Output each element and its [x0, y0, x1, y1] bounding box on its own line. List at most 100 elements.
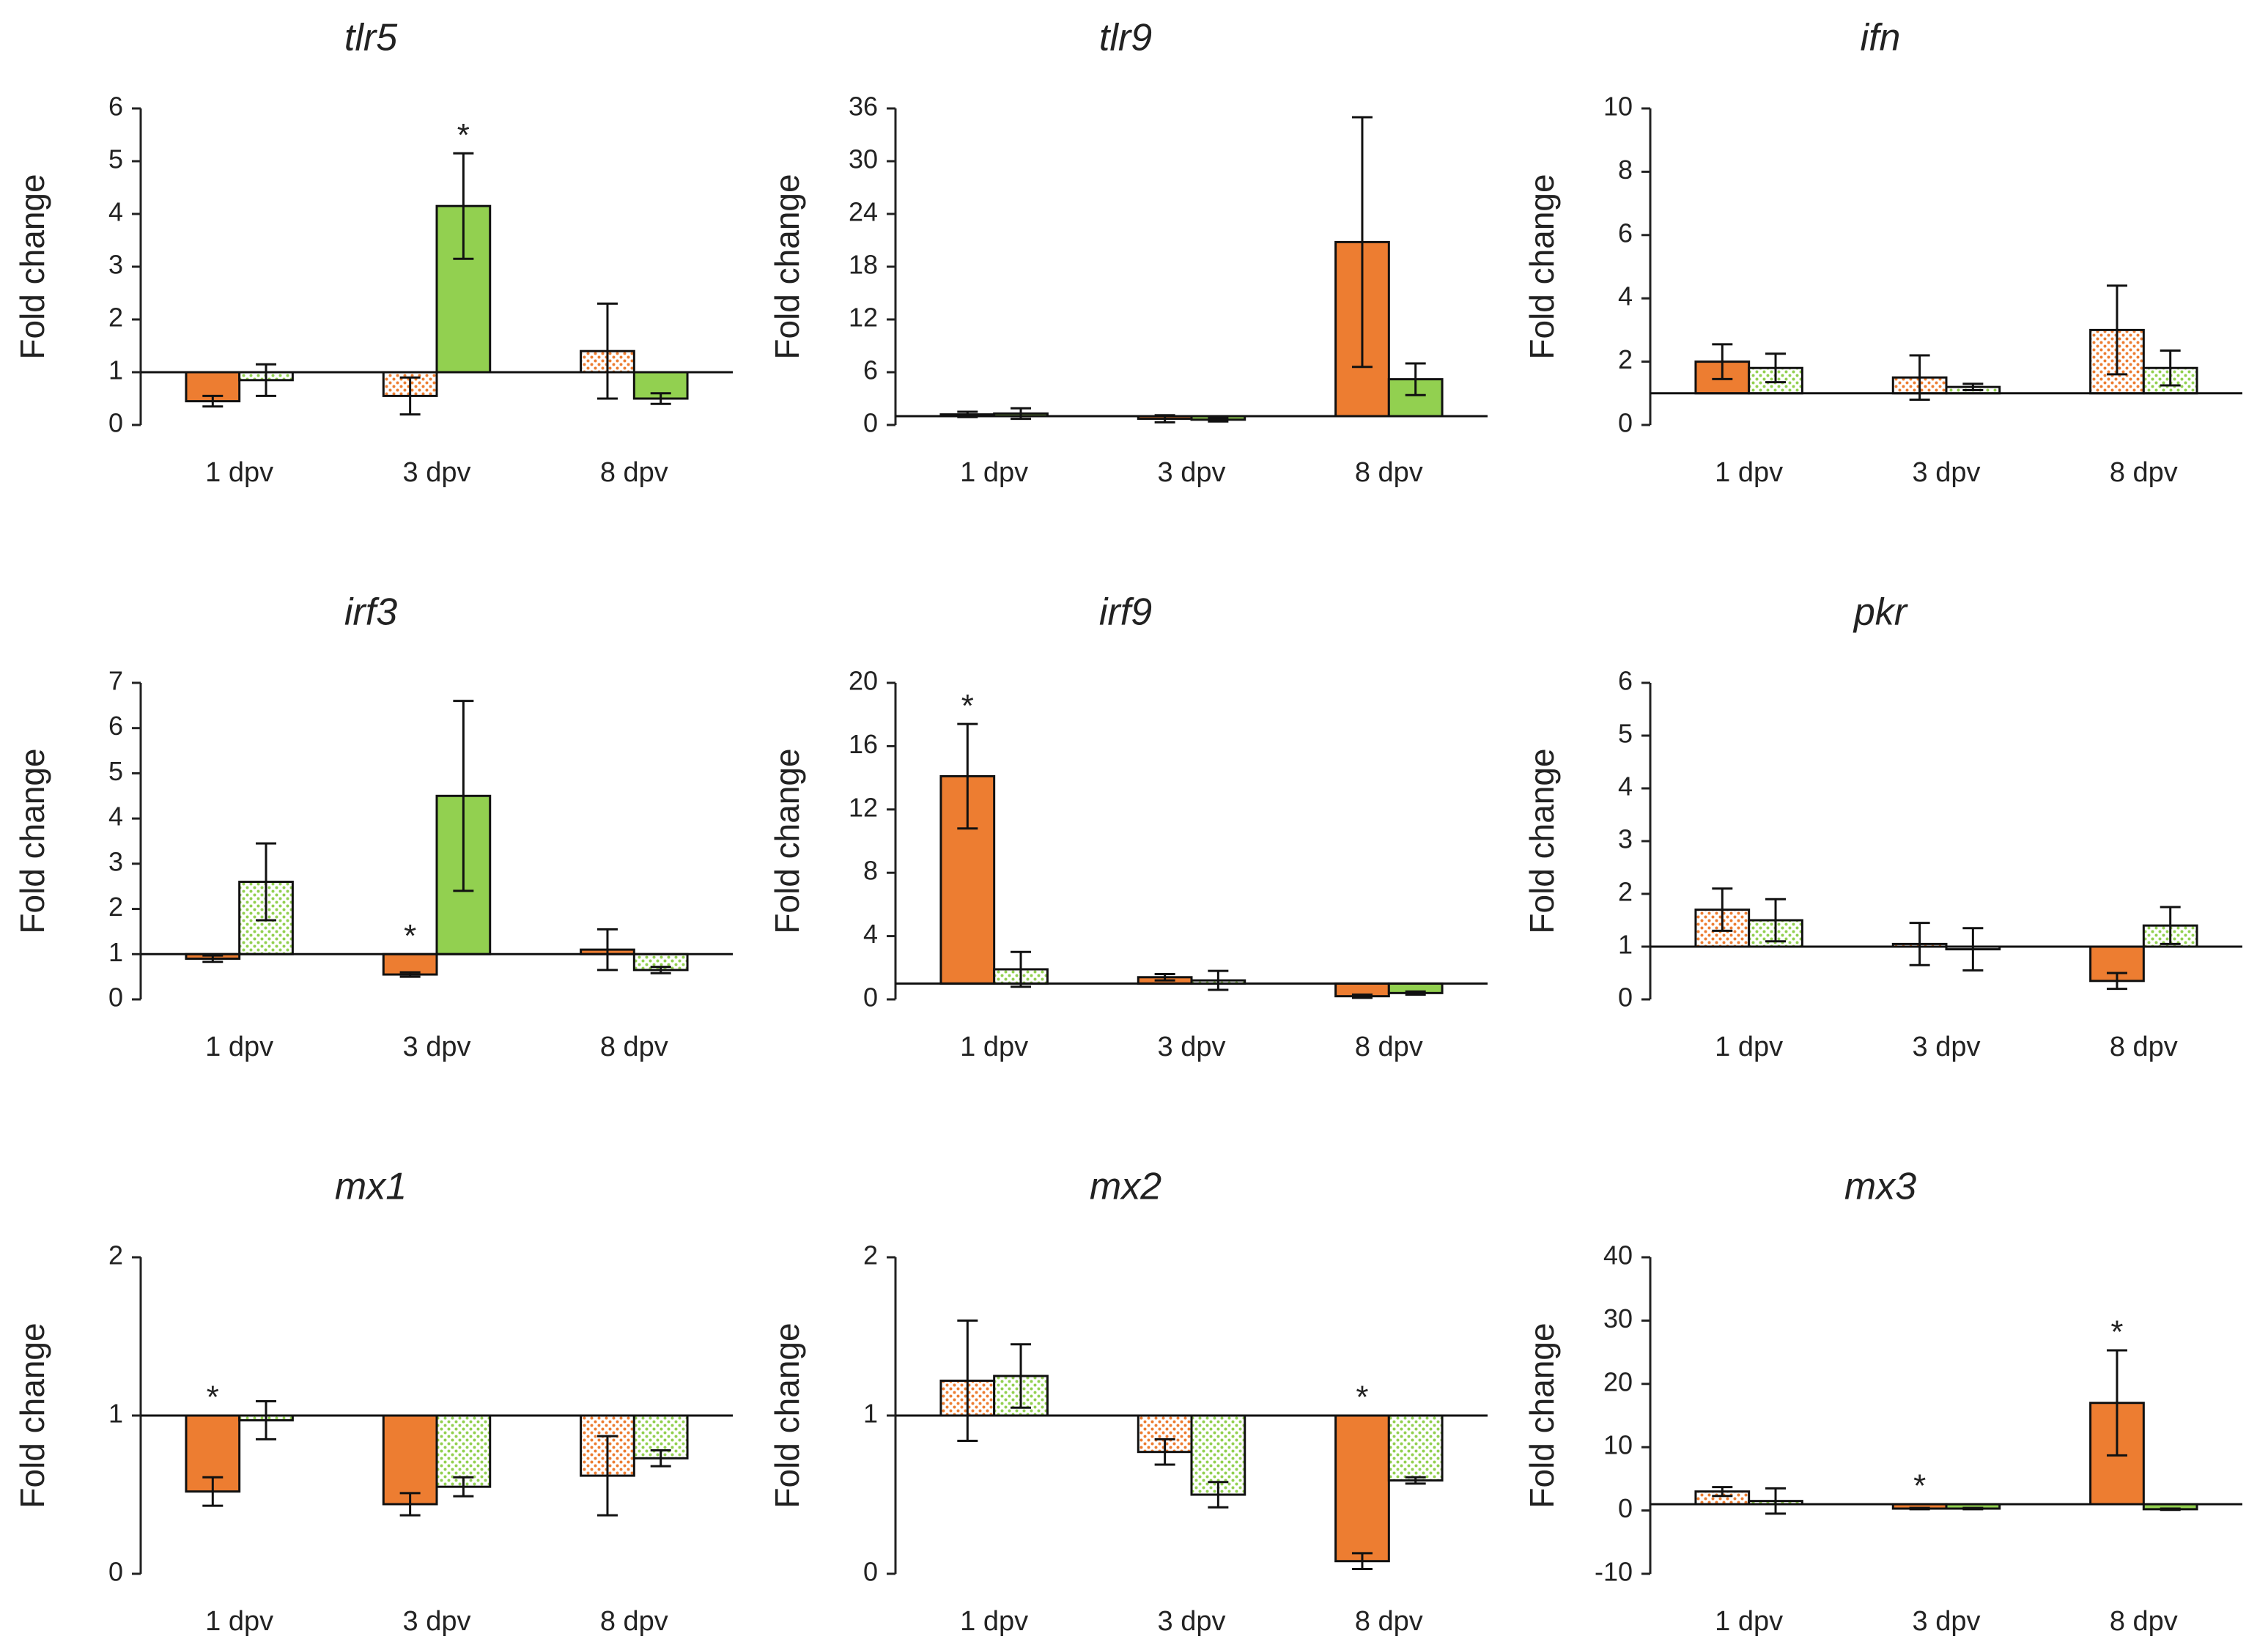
y-tick-label: 4 [1618, 772, 1633, 802]
bar [1334, 1414, 1390, 1563]
y-axis-label: Fold change [1523, 748, 1561, 933]
error-bar [1765, 1487, 1787, 1515]
significance-mark: * [404, 918, 416, 954]
y-tick-label: 3 [1618, 824, 1633, 854]
error-bar [256, 1400, 277, 1440]
y-tick-label: 4 [108, 802, 123, 832]
error-bar [596, 928, 618, 972]
y-tick-label: 3 [108, 250, 123, 280]
chart-title: mx2 [1090, 1166, 1161, 1208]
x-tick-label: 1 dpv [960, 457, 1028, 488]
y-tick-label: 2 [863, 1240, 878, 1270]
y-tick-label: 6 [108, 92, 123, 122]
y-axis-label: Fold change [13, 748, 51, 933]
error-bar [650, 1449, 671, 1468]
error-bar [957, 1319, 978, 1443]
x-tick-label: 3 dpv [1913, 1032, 1981, 1062]
y-tick-label: 0 [108, 983, 123, 1013]
y-tick-label: 10 [1603, 1430, 1633, 1460]
error-bar [596, 302, 618, 400]
y-tick-label: 7 [108, 666, 123, 696]
y-tick-label: 40 [1603, 1240, 1633, 1270]
error-bar [1208, 969, 1229, 991]
error-bar [399, 376, 421, 416]
chart-title: irf3 [344, 591, 397, 634]
x-tick-label: 1 dpv [1715, 1032, 1783, 1062]
x-tick-label: 8 dpv [1355, 1606, 1423, 1637]
x-tick-label: 3 dpv [1913, 457, 1981, 488]
y-axis-label: Fold change [1523, 174, 1561, 359]
y-tick-label: 3 [108, 846, 123, 876]
error-bar [202, 954, 224, 963]
y-tick-label: 0 [1618, 1493, 1633, 1523]
x-tick-label: 8 dpv [2110, 457, 2178, 488]
x-tick-label: 1 dpv [960, 1606, 1028, 1637]
panel: tlr9 Fold change 0 6 12 18 24 30 36 1 dpv 3 dpv 8 d… [768, 17, 1488, 488]
error-bar [1208, 416, 1229, 423]
error-bar [453, 152, 474, 260]
y-tick-label: 6 [863, 355, 878, 385]
y-tick-label: 10 [1603, 92, 1633, 122]
error-bar [1011, 950, 1032, 988]
x-tick-label: 3 dpv [1158, 457, 1226, 488]
error-bar [650, 392, 671, 405]
error-bar [1154, 1438, 1175, 1466]
error-bar [453, 700, 474, 892]
y-tick-label: 8 [863, 856, 878, 886]
error-bar [957, 722, 978, 830]
x-tick-label: 8 dpv [600, 1606, 668, 1637]
error-bar [2106, 284, 2127, 376]
y-tick-label: 20 [849, 666, 878, 696]
error-bar [202, 1476, 224, 1507]
y-tick-label: 30 [849, 144, 878, 174]
error-bar [1351, 116, 1373, 369]
error-bar [256, 842, 277, 922]
y-tick-label: 0 [1618, 408, 1633, 438]
panel: tlr5 Fold change 0 1 2 3 4 5 6 1 dpv 3 dpv * 8 dpv [13, 17, 733, 488]
error-bar [1962, 1506, 1984, 1511]
error-bar [202, 394, 224, 408]
bar [435, 1414, 492, 1488]
y-tick-label: 6 [1618, 218, 1633, 248]
y-tick-label: 36 [849, 92, 878, 122]
error-bar [1208, 1481, 1229, 1509]
y-tick-label: 12 [849, 792, 878, 822]
y-axis-label: Fold change [768, 748, 806, 933]
x-tick-label: 1 dpv [960, 1032, 1028, 1062]
error-bar [1765, 352, 1787, 384]
y-tick-label: 24 [849, 197, 878, 227]
chart-title: tlr9 [1099, 17, 1152, 59]
y-axis-label: Fold change [1523, 1322, 1561, 1508]
chart-title: pkr [1853, 591, 1909, 634]
y-tick-label: 2 [108, 1240, 123, 1270]
significance-mark: * [2110, 1314, 2123, 1350]
y-tick-label: 6 [1618, 666, 1633, 696]
x-tick-label: 3 dpv [403, 1032, 471, 1062]
y-tick-label: 1 [863, 1399, 878, 1429]
y-tick-label: 4 [108, 197, 123, 227]
error-bar [1405, 1476, 1426, 1485]
error-bar [1909, 922, 1930, 966]
error-bar [1712, 887, 1733, 932]
error-bar [2160, 349, 2181, 387]
x-tick-label: 1 dpv [205, 1032, 273, 1062]
x-tick-label: 8 dpv [2110, 1606, 2178, 1637]
error-bar [1909, 1506, 1930, 1511]
error-bar [256, 363, 277, 397]
panel: mx1 Fold change 0 1 2 1 dpv * 3 dpv 8 dpv [13, 1166, 733, 1637]
error-bar [1712, 1486, 1733, 1498]
x-tick-label: 8 dpv [2110, 1032, 2178, 1062]
y-tick-label: 1 [108, 355, 123, 385]
error-bar [1712, 343, 1733, 380]
y-axis-label: Fold change [768, 1322, 806, 1508]
x-tick-label: 1 dpv [205, 457, 273, 488]
x-tick-label: 3 dpv [1158, 1032, 1226, 1062]
x-tick-label: 8 dpv [1355, 457, 1423, 488]
y-tick-label: 5 [108, 144, 123, 174]
x-tick-label: 8 dpv [600, 1032, 668, 1062]
x-tick-label: 1 dpv [205, 1606, 273, 1637]
significance-mark: * [961, 688, 974, 724]
bar [1387, 1414, 1444, 1482]
y-tick-label: 12 [849, 303, 878, 333]
